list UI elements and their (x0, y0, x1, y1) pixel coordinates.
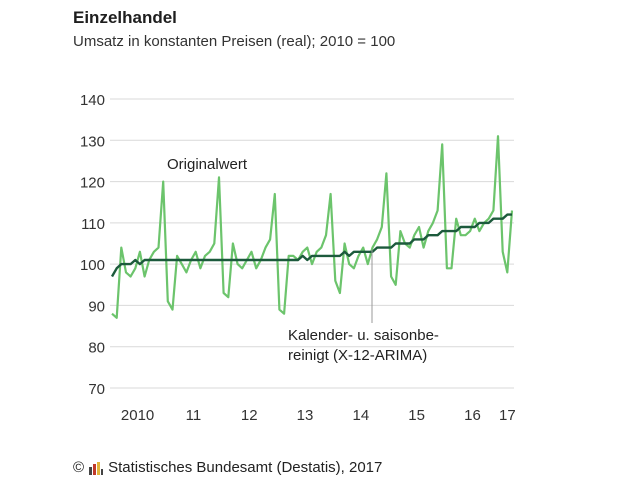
chart-subtitle: Umsatz in konstanten Preisen (real); 201… (73, 33, 396, 50)
source-text: Statistisches Bundesamt (Destatis), 2017 (108, 459, 383, 476)
source-footer: © Statistisches Bundesamt (Destatis), 20… (73, 459, 382, 476)
y-tick-label: 130 (80, 133, 105, 150)
copyright-symbol: © (73, 459, 85, 476)
y-tick-label: 90 (88, 298, 105, 315)
x-tick-label: 11 (186, 407, 202, 424)
series-lines (110, 135, 514, 319)
x-tick-label: 12 (241, 407, 258, 424)
y-tick-label: 110 (81, 216, 105, 233)
x-tick-label: 17 (499, 407, 516, 424)
original-series-label: Originalwert (167, 156, 248, 173)
grid-lines (110, 98, 514, 389)
y-tick-labels: 70 80 90 100 110 120 130 140 (80, 92, 105, 398)
y-tick-label: 140 (80, 92, 105, 109)
original-series-line (111, 135, 514, 319)
adjusted-series-line (110, 213, 512, 278)
y-tick-label: 120 (80, 175, 105, 192)
destatis-logo-icon (89, 461, 104, 475)
adjusted-series-label-line2: reinigt (X-12-ARIMA) (288, 347, 427, 364)
x-tick-label: 2010 (121, 407, 154, 424)
chart-title: Einzelhandel (73, 8, 177, 27)
x-tick-labels: 2010 11 12 13 14 15 16 17 (121, 407, 516, 424)
adjusted-series-label-line1: Kalender- u. saisonbe- (288, 327, 439, 344)
x-tick-label: 16 (464, 407, 481, 424)
y-tick-label: 80 (88, 340, 105, 357)
y-tick-label: 70 (88, 381, 105, 398)
x-tick-label: 13 (297, 407, 314, 424)
y-tick-label: 100 (80, 257, 105, 274)
x-tick-label: 14 (352, 407, 369, 424)
x-tick-label: 15 (408, 407, 425, 424)
